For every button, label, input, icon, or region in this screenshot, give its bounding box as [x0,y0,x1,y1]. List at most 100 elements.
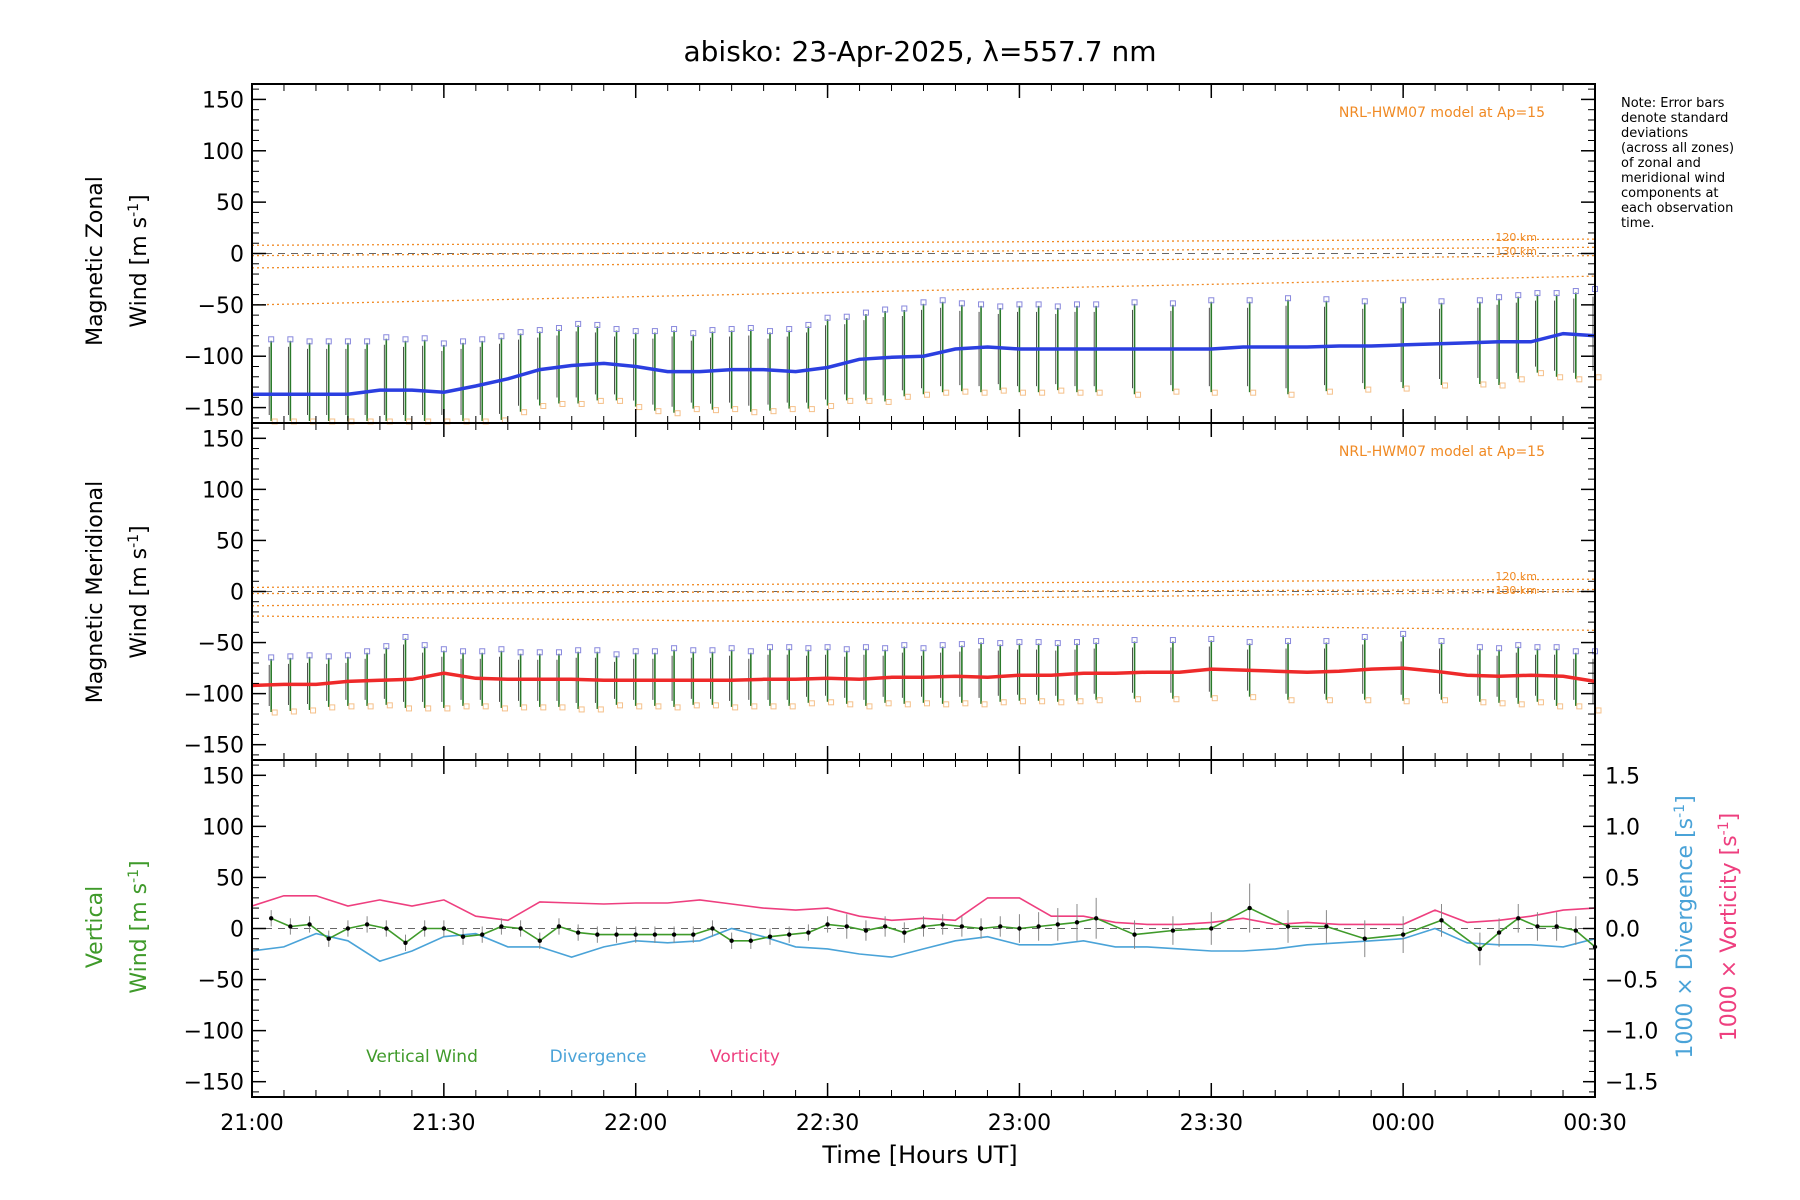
vertical-wind-point [326,936,331,941]
vertical-wind-point [1477,946,1483,952]
vertical-wind-point [825,922,830,927]
model-line [251,615,1596,631]
zone-marker [325,338,332,345]
zone-marker [517,329,524,336]
meridional-ylabel-line1: Magnetic Meridional [83,481,108,703]
meridional-model-label: NRL-HWM07 model at Ap=15 [1339,444,1545,460]
zone-marker [501,705,508,712]
zone-marker [997,303,1004,310]
vertical-wind-point [1055,922,1061,927]
note-line: (across all zones) [1621,141,1735,156]
zone-marker [847,397,854,404]
note-line: Note: Error bars [1621,96,1725,111]
zone-marker [866,397,873,404]
zone-marker [1553,290,1560,297]
x-tick-label: 21:30 [412,1111,475,1136]
zone-marker [690,330,697,337]
zone-marker [808,700,815,707]
zone-marker [1039,389,1046,396]
zone-marker [1323,296,1330,303]
x-tick-label: 00:30 [1563,1111,1626,1136]
zone-marker [882,645,889,652]
note-line: components at [1621,186,1719,201]
zone-marker [1515,642,1522,649]
vertical-wind-point [729,938,734,943]
zonal-model-alt-120: 120 km [1495,231,1537,244]
vertical-wind-point [998,924,1003,929]
vertical-wind-point [1017,926,1022,931]
vertical-wind-point [614,932,619,937]
legend-vertical-wind: Vertical Wind [366,1047,478,1067]
zone-marker [1326,697,1333,704]
zone-marker [1499,382,1506,389]
zone-marker [632,328,639,335]
zone-marker [1326,388,1333,395]
zone-marker [671,326,678,333]
zone-marker [386,702,393,709]
y2-tick-label: 1.0 [1605,815,1640,840]
note-line: denote standard [1621,111,1729,126]
zone-marker [1135,696,1142,703]
zone-marker [997,640,1004,647]
vertical-wind-point [1516,916,1521,921]
zone-marker [693,702,700,709]
zone-marker [1054,303,1061,310]
zone-marker [671,645,678,652]
zone-marker [786,644,793,651]
zone-marker [444,705,451,712]
vertical-wind-point [633,932,638,937]
y-tick-label: 100 [202,478,244,503]
zone-marker [421,335,428,342]
vertical-wind-point [307,922,312,927]
vertical-wind-point [710,926,715,931]
y-tick-label: −150 [184,397,244,422]
vertical-wind-point [1535,924,1540,929]
zone-marker [1480,699,1487,706]
vertical-wind-point [1439,918,1444,923]
zone-marker [1208,297,1215,304]
zone-marker [1572,648,1579,655]
zone-marker [440,340,447,347]
zone-marker [674,410,681,417]
meridional-model-alt-120: 120 km [1495,570,1537,583]
zone-marker [402,336,409,343]
zone-marker [617,702,624,709]
zone-marker [383,334,390,341]
zone-marker [1000,699,1007,706]
vertical-wind-point [441,926,447,931]
vertical-wind-point [1496,930,1502,935]
zone-marker [1288,697,1295,704]
zone-marker [693,406,700,413]
zone-marker [1534,644,1541,651]
zone-marker [939,297,946,304]
zone-marker [1518,701,1525,708]
y-tick-label: 0 [230,918,244,943]
divergence-axis-label: 1000 × Divergence [s-1] [1672,795,1698,1058]
vertical-wind-point [345,926,351,931]
vertical-wind-point [422,926,427,931]
zone-marker [1077,389,1084,396]
zone-marker [751,409,758,416]
x-tick-label: 22:00 [604,1111,667,1136]
zone-marker [901,305,908,312]
zone-marker [920,299,927,306]
zone-marker [632,648,639,655]
y-tick-label: 0 [230,581,244,606]
zone-marker [709,647,716,654]
model-line [251,590,1596,607]
zone-marker [1442,697,1449,704]
zone-marker [306,652,313,659]
vertical-wind-point [480,932,485,937]
zone-marker [1537,699,1544,706]
vertical-wind-point [537,938,542,943]
vertical-wind-point [806,930,811,935]
zone-marker [310,707,317,714]
zone-marker [808,406,815,413]
zone-marker [578,400,585,407]
zone-marker [651,328,658,335]
zone-marker [1135,391,1142,398]
zone-marker [1518,376,1525,383]
zone-marker [1400,630,1407,637]
zone-marker [1019,389,1026,396]
y-tick-label: −50 [198,294,244,319]
